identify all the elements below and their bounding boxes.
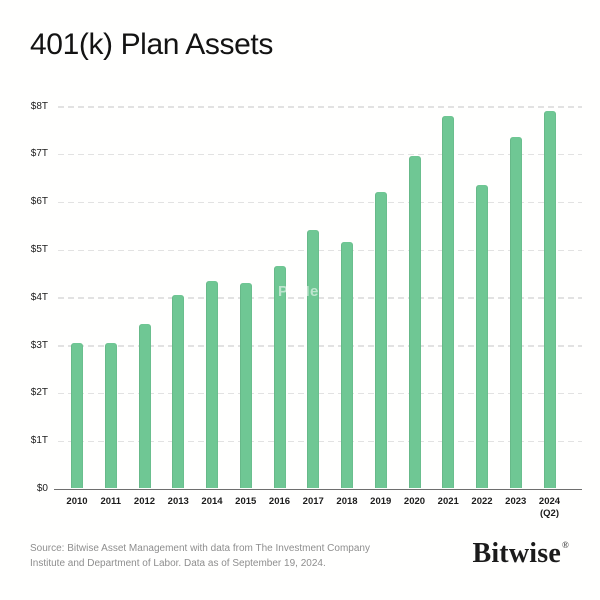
chart-title: 401(k) Plan Assets (30, 28, 273, 61)
y-tick-label-4: $4T (30, 291, 48, 303)
registered-trademark-icon: ® (561, 540, 569, 550)
x-tick-label-2022: 2022 (471, 496, 493, 507)
bar-2010 (71, 342, 83, 489)
y-tick-label-3: $3T (30, 339, 48, 351)
x-tick-label-2018: 2018 (336, 496, 358, 507)
bitwise-logo: Bitwise® (472, 538, 569, 570)
bar-2012 (138, 323, 151, 489)
y-tick-label-6: $6T (30, 196, 48, 208)
bar-2011 (104, 342, 117, 489)
x-tick-label-2015: 2015 (235, 496, 257, 507)
bar-2022 (476, 184, 488, 489)
plot-area: 2010 2011 2012 2013 2014 2015 2016 2017 2018 2019… (54, 90, 582, 530)
gridline-5t (58, 249, 582, 251)
x-tick-label-2023: 2023 (505, 496, 527, 507)
bar-2020 (408, 156, 421, 489)
gridline-7t (58, 153, 582, 156)
source-note-line1: Source: Bitwise Asset Management with da… (30, 543, 370, 554)
x-tick-label-2011: 2011 (100, 496, 122, 507)
x-tick-label-2013: 2013 (167, 496, 189, 507)
bar-2013 (172, 294, 185, 489)
source-note: Source: Bitwise Asset Management with da… (30, 542, 460, 571)
x-tick-label-2016: 2016 (268, 496, 291, 507)
gridline-8t (58, 106, 582, 108)
y-tick-label-1: $1T (30, 435, 48, 447)
source-note-line2: Institute and Department of Labor. Data … (30, 557, 326, 569)
bitwise-logo-text: Bitwise (472, 538, 561, 569)
gridline-1t (58, 440, 582, 443)
gridline-3t (58, 345, 582, 347)
y-tick-label-5: $5T (30, 244, 48, 255)
y-tick-label-7: $7T (30, 148, 48, 160)
y-tick-label-8: $8T (30, 100, 48, 112)
bar-2023 (509, 137, 522, 489)
gridline-4t (58, 297, 582, 299)
x-axis-line (54, 488, 582, 491)
bar-2017 (307, 230, 320, 489)
bar-2016 (273, 266, 286, 489)
x-tick-label-2024: 2024 (Q2) (538, 496, 561, 519)
x-tick-label-2010: 2010 (66, 496, 88, 507)
bar-2019 (374, 192, 387, 489)
bar-2024 (543, 110, 556, 489)
x-tick-label-2021: 2021 (437, 496, 459, 507)
x-tick-label-2019: 2019 (370, 496, 392, 507)
gridline-2t (58, 392, 582, 395)
x-tick-label-2014: 2014 (201, 496, 223, 507)
x-tick-label-2017: 2017 (302, 496, 324, 507)
bar-2015 (239, 282, 252, 489)
x-tick-label-2020: 2020 (403, 496, 426, 507)
bar-2021 (442, 115, 455, 489)
y-tick-label-0: $0 (36, 483, 48, 494)
bar-2014 (206, 280, 218, 489)
bar-2018 (341, 242, 353, 489)
gridline-6t (58, 201, 582, 204)
x-tick-label-2012: 2012 (133, 496, 156, 507)
y-tick-label-2: $2T (30, 387, 48, 399)
